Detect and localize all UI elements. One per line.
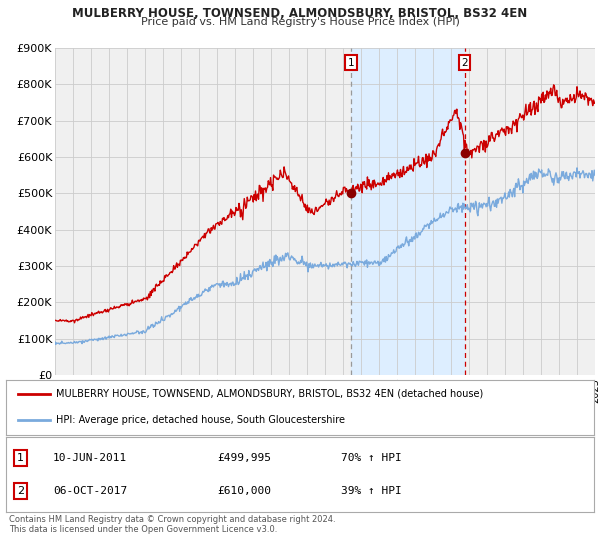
Text: MULBERRY HOUSE, TOWNSEND, ALMONDSBURY, BRISTOL, BS32 4EN (detached house): MULBERRY HOUSE, TOWNSEND, ALMONDSBURY, B…	[56, 389, 483, 399]
Text: 70% ↑ HPI: 70% ↑ HPI	[341, 453, 402, 463]
Text: 2: 2	[17, 486, 24, 496]
Text: 06-OCT-2017: 06-OCT-2017	[53, 486, 127, 496]
Text: 2: 2	[461, 58, 468, 68]
Bar	[351, 48, 464, 375]
Text: HPI: Average price, detached house, South Gloucestershire: HPI: Average price, detached house, Sout…	[56, 414, 345, 424]
Text: 1: 1	[347, 58, 354, 68]
Text: Contains HM Land Registry data © Crown copyright and database right 2024.
This d: Contains HM Land Registry data © Crown c…	[9, 515, 335, 534]
Text: 39% ↑ HPI: 39% ↑ HPI	[341, 486, 402, 496]
Text: 1: 1	[17, 453, 24, 463]
Text: £610,000: £610,000	[218, 486, 272, 496]
Text: £499,995: £499,995	[218, 453, 272, 463]
Text: 10-JUN-2011: 10-JUN-2011	[53, 453, 127, 463]
Text: Price paid vs. HM Land Registry's House Price Index (HPI): Price paid vs. HM Land Registry's House …	[140, 17, 460, 27]
Text: MULBERRY HOUSE, TOWNSEND, ALMONDSBURY, BRISTOL, BS32 4EN: MULBERRY HOUSE, TOWNSEND, ALMONDSBURY, B…	[73, 7, 527, 20]
